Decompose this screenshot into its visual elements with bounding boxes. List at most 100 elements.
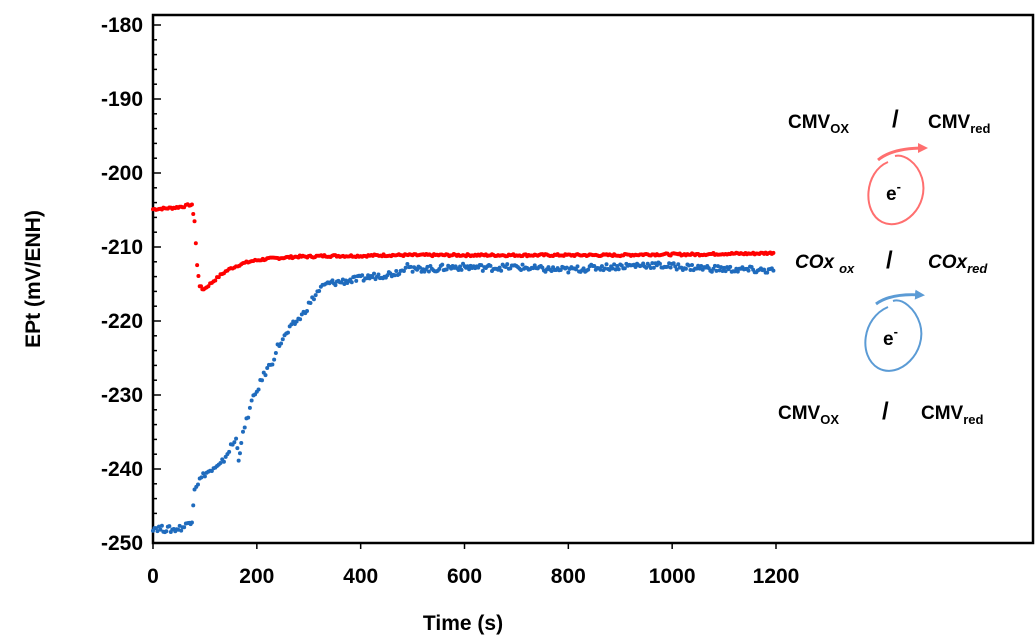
data-point [480, 268, 485, 273]
data-point [665, 264, 670, 269]
data-point [573, 267, 578, 272]
data-point [762, 267, 767, 272]
data-point [199, 475, 204, 480]
data-point [305, 308, 310, 313]
data-point [728, 264, 733, 269]
data-point [604, 262, 609, 267]
x-tick-label: 600 [447, 565, 482, 588]
data-point [709, 269, 714, 274]
data-point [479, 263, 484, 268]
data-point [370, 275, 375, 280]
data-point [317, 289, 322, 294]
annotation-top-left-main: CMV [788, 112, 831, 133]
x-axis: 0 200 400 600 800 1000 1200 [147, 543, 799, 588]
data-point [195, 263, 200, 268]
data-point [167, 524, 172, 529]
y-tick-label: -200 [101, 162, 143, 185]
svg-text:e-: e- [883, 324, 898, 350]
y-axis-title: EPt (mV/ENH) [22, 210, 45, 348]
data-point [192, 219, 197, 224]
data-point [558, 268, 563, 273]
data-point [683, 266, 688, 271]
data-point [566, 270, 571, 275]
data-point [564, 265, 569, 270]
data-point [265, 365, 270, 370]
data-point [249, 398, 254, 403]
data-point [385, 273, 390, 278]
data-point [193, 241, 198, 246]
annotation-middle-pair: COx ox / COxred [795, 247, 988, 276]
data-point [686, 263, 691, 268]
electron-bottom-label: e [883, 329, 894, 350]
data-point [221, 459, 226, 464]
data-point [771, 250, 776, 255]
data-point [260, 378, 265, 383]
annotation-bottom-left-main: CMV [778, 403, 821, 424]
data-point [499, 268, 504, 273]
data-point [218, 460, 223, 465]
data-point [575, 264, 580, 269]
data-point [376, 272, 381, 277]
data-point [189, 520, 194, 525]
data-point [599, 264, 604, 269]
data-point [467, 267, 472, 272]
annotation-bottom-slash: / [882, 398, 889, 425]
y-tick-label: -210 [101, 236, 143, 259]
data-point [408, 264, 413, 269]
data-point [339, 280, 344, 285]
data-point [360, 273, 365, 278]
svg-text:CMVred: CMVred [928, 112, 991, 136]
y-tick-label: -180 [101, 14, 143, 37]
data-point [712, 263, 717, 268]
data-point [201, 471, 206, 476]
data-point [651, 265, 656, 270]
data-point [719, 265, 724, 270]
data-point [273, 351, 278, 356]
data-point [280, 337, 285, 342]
annotation-top-right-sub: red [970, 121, 990, 136]
annotation-bottom-right-main: CMV [921, 403, 964, 424]
data-point [613, 267, 618, 272]
x-tick-label: 0 [147, 565, 159, 588]
data-point [648, 266, 653, 271]
data-point [195, 482, 200, 487]
data-point [676, 262, 681, 267]
data-point [394, 269, 399, 274]
data-point [657, 261, 662, 266]
data-point [690, 263, 695, 267]
data-point [236, 458, 241, 463]
data-point [426, 269, 431, 274]
data-point [216, 275, 221, 280]
data-point [158, 527, 163, 532]
annotation-bottom-left-sub: OX [820, 412, 839, 427]
data-point [519, 267, 523, 272]
data-point [240, 429, 245, 434]
data-point [415, 267, 420, 272]
data-point [191, 212, 196, 217]
x-tick-label: 400 [343, 565, 378, 588]
data-point [202, 474, 207, 479]
data-point [256, 387, 261, 392]
data-point [418, 265, 422, 270]
y-axis: -180 -190 -200 -210 -220 -230 -240 -250 [101, 14, 161, 555]
data-point [227, 449, 232, 454]
annotation-top-right-main: CMV [928, 112, 971, 133]
data-point [191, 503, 196, 508]
x-axis-title: Time (s) [423, 612, 503, 635]
svg-text:COxred: COxred [928, 252, 988, 276]
data-point [771, 268, 776, 273]
data-point [667, 261, 672, 266]
data-point [458, 264, 463, 269]
data-point [349, 280, 354, 285]
data-point [179, 528, 184, 533]
annotation-bottom-pair: CMVOX / CMVred [778, 398, 984, 427]
data-point [247, 405, 252, 410]
data-point [308, 300, 313, 305]
data-point [671, 261, 676, 266]
data-point [440, 262, 445, 267]
x-tick-label: 800 [551, 565, 586, 588]
annotation-middle-left-main: COx [795, 252, 836, 273]
annotation-middle-right-sub: red [967, 261, 988, 276]
